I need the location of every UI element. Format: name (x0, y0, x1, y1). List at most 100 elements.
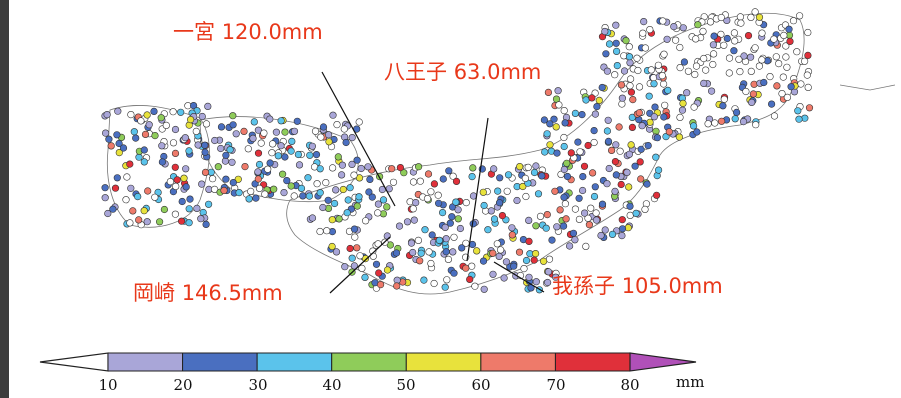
station-dot (625, 53, 634, 61)
station-dot (783, 63, 791, 71)
station-dot (166, 178, 174, 186)
station-dot (560, 106, 568, 115)
station-dot (261, 190, 269, 198)
station-dot (249, 134, 257, 142)
station-dot (209, 175, 217, 183)
station-dot (450, 269, 458, 277)
station-dot (516, 163, 524, 171)
station-dot (590, 192, 599, 201)
station-dot (508, 231, 516, 239)
station-dot (652, 153, 660, 161)
station-dot (640, 18, 648, 26)
station-dot (444, 255, 453, 264)
station-dot (612, 47, 621, 56)
station-dot (158, 142, 166, 150)
station-dot (425, 248, 433, 256)
station-dot (448, 213, 456, 221)
station-dot (611, 158, 620, 166)
station-dot (111, 184, 120, 192)
station-dot (126, 219, 134, 227)
leader-line-okazaki (329, 236, 391, 294)
station-dot (588, 94, 596, 102)
station-dot (480, 201, 488, 210)
station-dot (770, 112, 779, 120)
station-dot (628, 113, 636, 121)
station-dot (162, 121, 170, 129)
station-dot (569, 229, 578, 237)
station-dot (245, 195, 253, 203)
station-dot (185, 205, 193, 213)
station-value: 105.0mm (621, 274, 723, 298)
station-dot (747, 67, 755, 75)
station-dot (495, 252, 503, 260)
station-dot (660, 50, 668, 58)
station-dot (308, 214, 317, 222)
station-dot (556, 206, 564, 214)
station-dot (234, 175, 242, 183)
station-dot (571, 205, 580, 213)
station-dot (143, 218, 151, 226)
station-dot (348, 160, 356, 168)
callout-hachioji: 八王子 63.0mm (384, 62, 541, 83)
station-dot (140, 146, 148, 154)
station-dot (427, 259, 435, 268)
station-dot (637, 175, 645, 183)
station-dot (150, 107, 158, 115)
station-dot (333, 120, 341, 129)
station-dot (749, 90, 758, 98)
station-dot (538, 172, 546, 180)
station-dot (779, 73, 787, 81)
station-dot (319, 123, 328, 131)
station-dot (692, 35, 700, 43)
station-dot (311, 127, 320, 135)
station-dot (683, 89, 691, 97)
station-dot (503, 187, 511, 195)
station-dot (113, 174, 121, 182)
station-dot (434, 191, 442, 199)
station-dot (468, 262, 476, 270)
station-dot (178, 217, 186, 225)
station-dot (484, 226, 492, 234)
station-dot (584, 141, 592, 150)
station-dot (645, 92, 653, 100)
station-dot (416, 177, 424, 185)
station-dot (420, 276, 428, 284)
station-dot (266, 115, 274, 123)
station-dot (700, 79, 708, 87)
station-dot (736, 67, 744, 76)
station-dot (479, 188, 487, 196)
station-dot (368, 193, 376, 201)
station-dot (793, 48, 801, 56)
station-dot (182, 165, 190, 173)
station-dot (587, 204, 595, 212)
station-dot (290, 192, 298, 200)
station-dot (515, 248, 524, 256)
station-dot (473, 247, 481, 255)
leader-line-abiko (493, 261, 545, 293)
station-dot (319, 203, 327, 212)
station-dot (595, 96, 603, 104)
station-dot (389, 178, 398, 186)
station-dot (260, 129, 268, 137)
station-dot (338, 171, 346, 179)
leader-line-hachioji (466, 117, 489, 262)
station-dot (222, 175, 230, 183)
station-dot (565, 242, 574, 250)
station-dot (403, 218, 412, 226)
station-dot (115, 139, 123, 148)
station-dot (409, 205, 417, 213)
station-dot (361, 273, 369, 282)
station-dot (534, 190, 543, 198)
station-dot (800, 57, 809, 65)
station-dot (185, 219, 193, 227)
station-dot (277, 142, 285, 150)
station-dot (605, 40, 614, 48)
station-dot (430, 180, 439, 188)
station-dot (684, 67, 693, 75)
station-dot (654, 166, 663, 174)
station-dot (789, 17, 798, 25)
station-dot (280, 189, 288, 197)
station-dot (571, 236, 579, 244)
station-dot (617, 180, 625, 189)
station-dot (536, 212, 545, 220)
